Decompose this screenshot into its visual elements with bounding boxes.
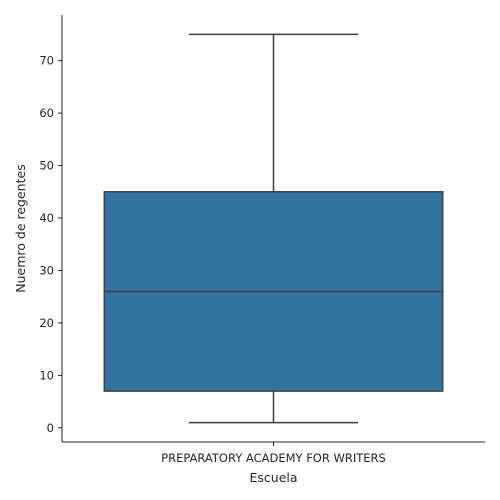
x-axis-label: Escuela [249,470,297,485]
x-axis-ticks: PREPARATORY ACADEMY FOR WRITERS [161,442,386,465]
y-tick-label: 60 [39,106,54,120]
y-tick-label: 40 [39,211,54,225]
y-tick-label: 50 [39,159,54,173]
y-tick-label: 20 [39,316,54,330]
y-axis-label: Nuemro de regentes [13,164,28,292]
y-tick-label: 70 [39,54,54,68]
plot-area [103,33,444,424]
y-tick-label: 10 [39,368,54,382]
y-tick-label: 30 [39,263,54,277]
y-axis-ticks: 0 10 20 30 40 50 60 70 [39,54,62,435]
y-tick-label: 0 [47,421,54,435]
x-tick-label: PREPARATORY ACADEMY FOR WRITERS [161,451,386,465]
